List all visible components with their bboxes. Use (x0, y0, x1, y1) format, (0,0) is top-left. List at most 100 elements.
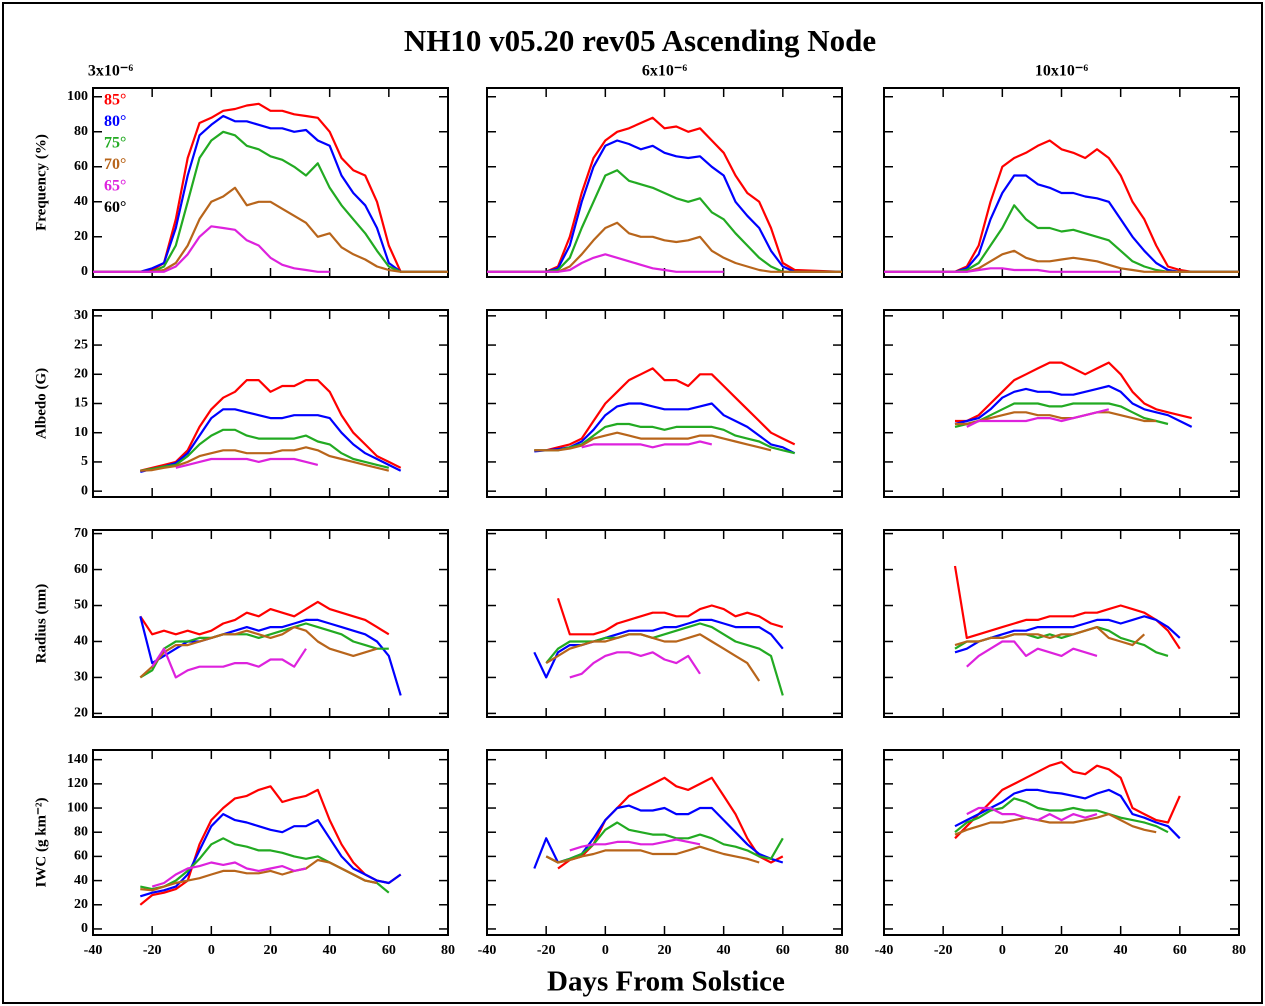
x-tick-label: 80 (441, 943, 455, 958)
series-line (534, 367, 796, 452)
series-line (954, 384, 1193, 428)
y-tick-label: 140 (67, 752, 88, 767)
y-tick-label: 80 (74, 824, 88, 839)
y-tick-label: 30 (74, 308, 88, 323)
series-line (139, 600, 390, 636)
series-line (954, 797, 1169, 834)
series-line (487, 253, 724, 273)
series-line (139, 626, 378, 679)
series-line (545, 633, 761, 682)
series-line (953, 565, 1181, 650)
x-tick-label: 20 (658, 943, 672, 958)
series-line (534, 402, 796, 455)
series-line (487, 169, 842, 273)
series-line (954, 402, 1169, 428)
series-line (569, 651, 701, 679)
x-tick-label: 20 (1055, 943, 1069, 958)
y-axis-title: Frequency (%) (33, 134, 49, 231)
series-line (487, 221, 842, 273)
series-line (556, 597, 784, 636)
series-line (139, 616, 402, 696)
series-line (884, 204, 1239, 273)
x-tick-label: 40 (1114, 943, 1128, 958)
series-line (175, 457, 319, 469)
series-line (545, 845, 760, 864)
series-line (140, 379, 402, 472)
y-tick-label: 60 (74, 562, 88, 577)
series-line (884, 267, 1121, 273)
y-tick-label: 20 (74, 897, 88, 912)
y-tick-label: 40 (74, 873, 88, 888)
y-tick-label: 20 (74, 706, 88, 721)
x-tick-label: -40 (875, 943, 894, 958)
series-line (93, 102, 448, 273)
x-tick-label: -20 (143, 943, 162, 958)
series-line (569, 838, 701, 852)
series-line (954, 626, 1146, 647)
y-tick-label: 0 (81, 483, 88, 498)
series-line (140, 858, 378, 892)
series-line (151, 647, 307, 679)
series-line (140, 446, 390, 472)
series-line (139, 785, 402, 906)
y-tick-label: 20 (74, 367, 88, 382)
series-line (955, 361, 1192, 423)
column-title: 10x10⁻⁶ (1035, 63, 1088, 80)
y-tick-label: 60 (74, 159, 88, 174)
legend-entry: 75° (104, 135, 126, 152)
y-tick-label: 0 (81, 264, 88, 279)
y-tick-label: 100 (67, 800, 88, 815)
y-tick-label: 15 (74, 396, 88, 411)
series-line (545, 622, 784, 696)
x-tick-label: -20 (934, 943, 953, 958)
series-line (545, 821, 784, 864)
y-tick-label: 25 (74, 337, 88, 352)
y-tick-label: 70 (74, 526, 88, 541)
y-tick-label: 5 (81, 454, 88, 469)
x-tick-label: -20 (537, 943, 556, 958)
y-tick-label: 40 (74, 194, 88, 209)
y-tick-label: 80 (74, 124, 88, 139)
y-tick-label: 40 (74, 634, 88, 649)
column-title: 6x10⁻⁶ (642, 63, 687, 80)
y-tick-label: 100 (67, 89, 88, 104)
y-axis-title: Albedo (G) (33, 368, 49, 439)
series-line (93, 130, 448, 273)
legend-entry: 85° (104, 92, 126, 109)
series-line (93, 114, 448, 273)
x-axis-title: Days From Solstice (547, 966, 785, 998)
y-tick-label: 120 (67, 776, 88, 791)
x-tick-label: 0 (999, 943, 1006, 958)
legend-entry: 70° (104, 156, 126, 173)
series-line (954, 813, 1157, 836)
series-line (884, 174, 1239, 273)
series-line (966, 408, 1110, 428)
series-line (151, 861, 307, 888)
y-tick-label: 50 (74, 598, 88, 613)
legend-entry: 60° (104, 199, 126, 216)
x-tick-label: -40 (478, 943, 497, 958)
y-tick-label: 60 (74, 849, 88, 864)
x-tick-label: 40 (323, 943, 337, 958)
series-line (954, 788, 1181, 840)
series-line (884, 139, 1239, 273)
legend-entry: 65° (104, 178, 126, 195)
y-axis-title: Radius (nm) (33, 584, 49, 664)
series-line (966, 640, 1098, 668)
x-tick-label: 60 (1173, 943, 1187, 958)
series-line (581, 440, 713, 449)
series-line (534, 422, 795, 455)
legend-entry: 80° (104, 113, 126, 130)
x-tick-label: 60 (382, 943, 396, 958)
y-tick-label: 20 (74, 229, 88, 244)
series-line (140, 408, 402, 473)
figure-title: NH10 v05.20 rev05 Ascending Node (404, 23, 876, 58)
x-tick-label: 40 (717, 943, 731, 958)
series-line (487, 116, 843, 273)
y-tick-label: 0 (81, 921, 88, 936)
series-line (534, 431, 772, 452)
series-line (93, 225, 330, 273)
y-tick-label: 30 (74, 670, 88, 685)
